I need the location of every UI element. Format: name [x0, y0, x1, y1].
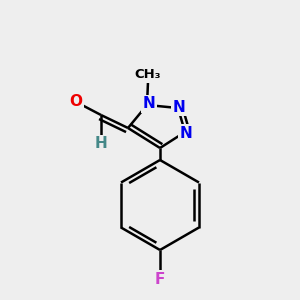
Text: H: H — [94, 136, 107, 152]
Text: O: O — [70, 94, 83, 110]
Text: CH₃: CH₃ — [135, 68, 161, 82]
Text: N: N — [142, 97, 155, 112]
Text: F: F — [155, 272, 165, 286]
Text: N: N — [172, 100, 185, 115]
Text: N: N — [180, 125, 192, 140]
